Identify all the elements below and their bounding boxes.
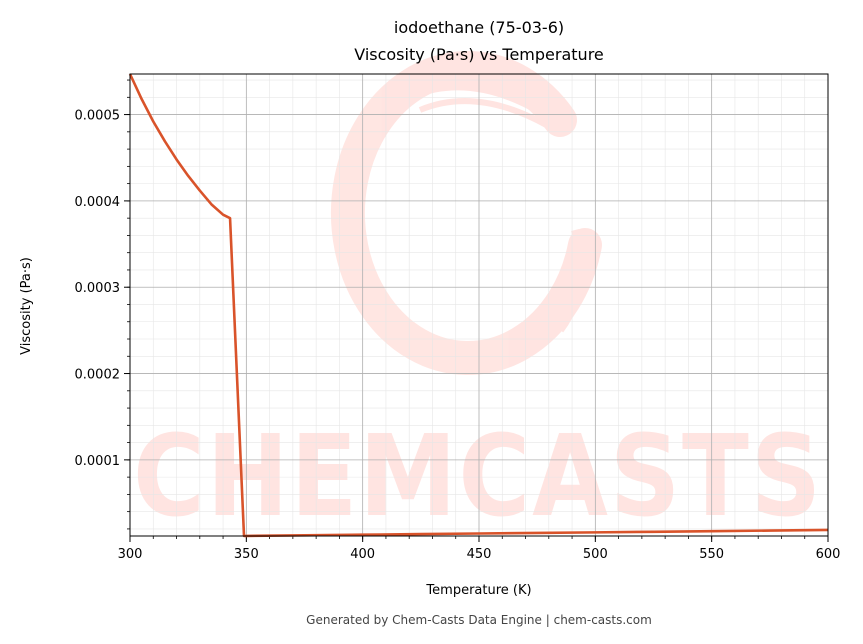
x-tick-label: 350 (234, 547, 259, 562)
y-tick-label: 0.0003 (75, 281, 121, 296)
x-tick-label: 550 (699, 547, 724, 562)
plot-area-frame (129, 73, 829, 537)
y-tick-labels: 0.0001 0.0002 0.0003 0.0004 0.0005 (75, 109, 121, 469)
x-tick-label: 450 (467, 547, 492, 562)
y-tick-label: 0.0001 (75, 454, 121, 469)
y-tick-label: 0.0002 (75, 368, 121, 383)
footer-credit: Generated by Chem-Casts Data Engine | ch… (306, 613, 652, 627)
y-axis-label: Viscosity (Pa·s) (19, 257, 34, 355)
y-tick-label: 0.0005 (75, 109, 121, 124)
y-tick-label: 0.0004 (75, 195, 121, 210)
x-tick-label: 600 (816, 547, 841, 562)
chart-subtitle: Viscosity (Pa·s) vs Temperature (354, 45, 604, 64)
watermark-logo-icon (331, 51, 602, 375)
watermark: CHEMCASTS (133, 51, 821, 542)
chart-title: iodoethane (75-03-6) (394, 18, 564, 37)
x-tick-label: 400 (350, 547, 375, 562)
x-tick-label: 500 (583, 547, 608, 562)
axis-ticks (124, 79, 829, 542)
x-axis-label: Temperature (K) (425, 583, 531, 598)
x-tick-labels: 300 350 400 450 500 550 600 (118, 547, 841, 562)
x-tick-label: 300 (118, 547, 143, 562)
